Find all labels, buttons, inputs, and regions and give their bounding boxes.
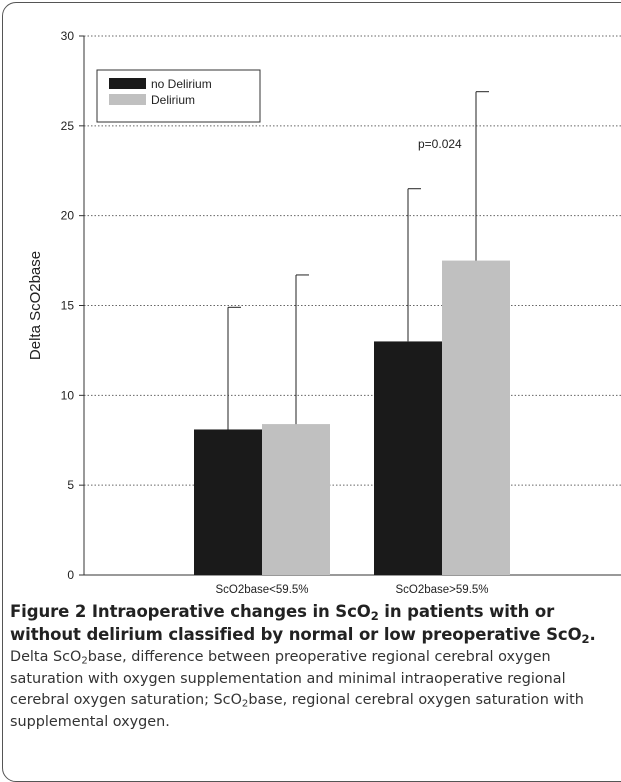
y-tick-label: 20: [61, 209, 75, 223]
p-value-annotation: p=0.024: [418, 137, 462, 151]
caption-title-text-2: in patients with or without delirium cla…: [10, 602, 582, 644]
caption-title-text-3: .: [589, 625, 596, 644]
y-tick-label: 25: [61, 119, 75, 133]
legend-label: Delirium: [151, 93, 195, 107]
x-category-label: ScO2base<59.5%: [215, 584, 308, 596]
caption-figure-label: Figure 2: [10, 602, 87, 621]
y-tick-label: 15: [61, 299, 75, 313]
legend-label: no Delirium: [151, 77, 212, 91]
caption-title-text-1: Intraoperative changes in ScO: [86, 602, 371, 621]
x-category-label: ScO2base>59.5%: [395, 584, 488, 596]
caption-body-text-3: base, regional cerebral oxygen saturatio…: [10, 692, 584, 730]
caption-title-sub-2: 2: [581, 631, 590, 646]
caption-title-sub-1: 2: [370, 608, 379, 623]
y-tick-label: 0: [67, 568, 74, 582]
y-tick-label: 10: [61, 388, 75, 402]
caption-title: Figure 2 Intraoperative changes in ScO2 …: [10, 600, 616, 646]
caption-body-text-1: Delta ScO: [10, 649, 82, 665]
y-tick-label: 5: [67, 478, 74, 492]
bar-delirium-1: [262, 424, 330, 575]
legend-swatch-delirium: [109, 94, 146, 105]
y-axis-label: Delta ScO2base: [27, 251, 44, 360]
y-tick-label: 30: [61, 29, 75, 43]
caption-body-sub-1: 2: [81, 655, 88, 667]
bar-no-delirium-2: [374, 341, 442, 575]
caption-body: Delta ScO2base, difference between preop…: [10, 647, 616, 733]
bar-no-delirium-1: [194, 429, 262, 575]
bar-chart: 0 5 10 15 20 25 30 Delta ScO2base ScO2base<59.5%…: [27, 29, 621, 596]
bar-delirium-2: [442, 260, 510, 575]
legend-swatch-no-delirium: [109, 78, 146, 89]
caption-body-text-2: base, difference between preoperative re…: [10, 649, 566, 708]
figure-caption: Figure 2 Intraoperative changes in ScO2 …: [10, 600, 616, 733]
caption-body-sub-2: 2: [241, 698, 249, 710]
